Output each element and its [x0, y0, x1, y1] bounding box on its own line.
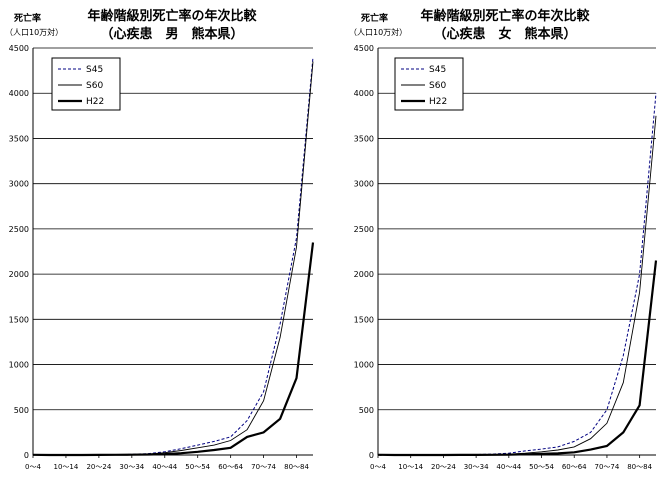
left-series-line-h22 — [32, 242, 315, 457]
left-x-tick-label: 50～54 — [185, 463, 210, 471]
right-x-tick-label: 30～34 — [464, 463, 489, 471]
left-y-tick-label: 1000 — [9, 361, 29, 370]
left-chart-title: 年齢階級別死亡率の年次比較 — [87, 8, 257, 24]
left-legend-label-s45: S45 — [86, 65, 103, 75]
right-x-tick-label: 80～84 — [627, 463, 652, 471]
left-x-tick-label: 40～44 — [152, 463, 177, 471]
right-y-tick-label: 1000 — [354, 361, 374, 370]
right-y-tick-label: 3000 — [354, 180, 374, 189]
right-y-tick-label: 2000 — [354, 270, 374, 279]
left-x-tick-label: 20～24 — [86, 463, 111, 471]
right-y-tick-label: 2500 — [354, 225, 374, 234]
left-y-tick-label: 0 — [24, 451, 29, 460]
left-x-tick-label: 70～74 — [251, 463, 276, 471]
right-y-tick-label: 4500 — [354, 44, 374, 53]
left-y-tick-label: 2000 — [9, 270, 29, 279]
right-chart-subtitle: （心疾患 女 熊本県） — [433, 26, 576, 42]
right-ylabel-unit: （人口10万対） — [349, 27, 407, 37]
left-y-tick-label: 2500 — [9, 225, 29, 234]
right-ylabel: 死亡率 — [360, 12, 388, 24]
right-series-line-s60 — [377, 115, 657, 456]
left-legend-label-s60: S60 — [86, 81, 103, 91]
left-legend-label-h22: H22 — [86, 97, 104, 107]
left-y-tick-label: 4000 — [9, 89, 29, 98]
left-chart-subtitle: （心疾患 男 熊本県） — [100, 26, 243, 42]
right-x-tick-label: 10～14 — [398, 463, 423, 471]
left-x-tick-label: 30～34 — [119, 463, 144, 471]
left-y-tick-label: 500 — [14, 406, 29, 415]
left-y-tick-label: 3500 — [9, 134, 29, 143]
right-y-tick-label: 1500 — [354, 315, 374, 324]
left-y-tick-label: 1500 — [9, 315, 29, 324]
left-chart: 0 500 1000 1500 2000 2500 3000 3500 4000 4500 0～4 1… — [9, 44, 315, 471]
right-y-tick-label: 3500 — [354, 134, 374, 143]
left-x-tick-label: 0～4 — [25, 463, 41, 471]
left-x-tick-label: 80～84 — [284, 463, 309, 471]
left-ylabel: 死亡率 — [13, 12, 41, 24]
left-ylabel-unit: （人口10万対） — [5, 27, 63, 37]
right-x-tick-label: 20～24 — [431, 463, 456, 471]
right-series-line-h22 — [377, 260, 658, 457]
right-legend-label-h22: H22 — [429, 97, 447, 107]
left-y-tick-label: 3000 — [9, 180, 29, 189]
right-y-tick-label: 0 — [369, 451, 374, 460]
right-y-tick-label: 500 — [359, 406, 374, 415]
right-x-tick-label: 60～64 — [562, 463, 587, 471]
left-x-tick-label: 60～64 — [218, 463, 243, 471]
left-series-line-s60 — [32, 61, 314, 456]
right-x-tick-label: 40～44 — [496, 463, 521, 471]
left-x-tick-label: 10～14 — [54, 463, 79, 471]
right-legend-label-s45: S45 — [429, 65, 446, 75]
right-x-tick-label: 50～54 — [529, 463, 554, 471]
left-series-line-s45 — [32, 56, 314, 456]
right-chart: 0 500 1000 1500 2000 2500 3000 3500 4000 4500 0～4 1… — [354, 44, 658, 471]
right-chart-title: 年齢階級別死亡率の年次比較 — [420, 8, 590, 24]
right-x-tick-label: 0～4 — [370, 463, 386, 471]
left-y-tick-label: 4500 — [9, 44, 29, 53]
right-legend-label-s60: S60 — [429, 81, 446, 91]
right-y-tick-label: 4000 — [354, 89, 374, 98]
right-x-tick-label: 70～74 — [595, 463, 620, 471]
